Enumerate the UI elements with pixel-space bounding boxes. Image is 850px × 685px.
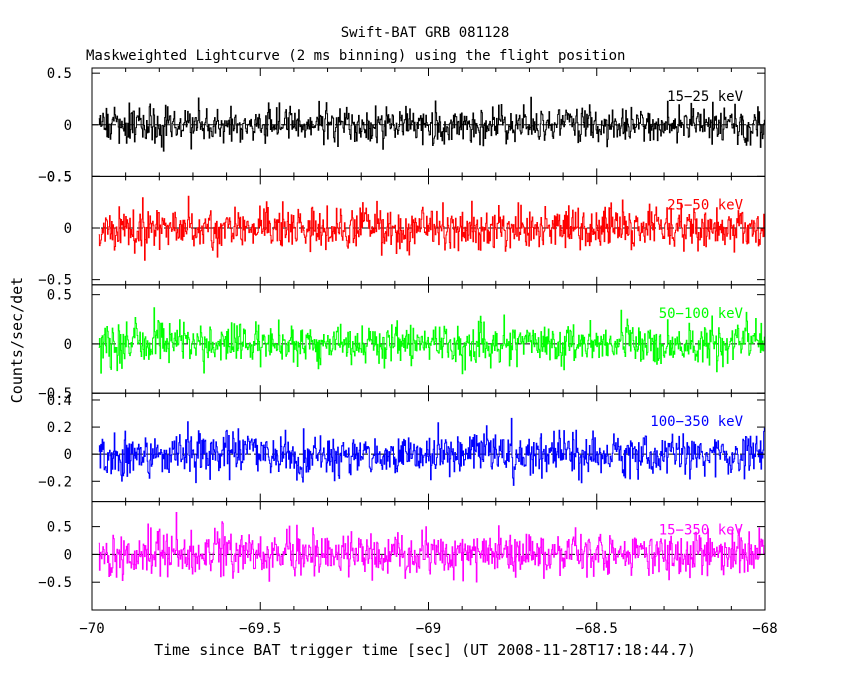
y-tick-label: −0.5 [38, 575, 72, 591]
band-label: 100−350 keV [650, 414, 743, 430]
band-label: 25−50 keV [667, 197, 743, 213]
y-tick-label: 0 [64, 547, 72, 563]
y-tick-label: 0 [64, 337, 72, 353]
chart-title: Swift-BAT GRB 081128 [341, 25, 510, 41]
band-label: 15−350 keV [659, 523, 744, 539]
y-tick-label: −0.2 [38, 474, 72, 490]
series-line-100-350-kev [98, 417, 765, 486]
y-tick-label: −0.5 [38, 386, 72, 402]
panel-15-25-kev: −0.5 0 0.5 15−25 keV [38, 66, 766, 185]
y-tick-label: −0.5 [38, 273, 72, 289]
panel-15-350-kev: −0.5 0 0.5 15−350 keV [38, 501, 766, 611]
panel-50-100-kev: −0.5 0 0.5 50−100 keV [38, 284, 766, 402]
y-tick-label: 0 [64, 118, 72, 134]
x-tick-label: −68 [752, 621, 777, 637]
panels-group: −0.5 0 0.5 15−25 keV −0.5 0 0.5 25−50 keV −0.5 0 0… [38, 66, 777, 637]
x-axis-label: Time since BAT trigger time [sec] (UT 20… [154, 641, 696, 659]
x-tick-label: −69.5 [239, 621, 281, 637]
y-tick-label: 0.5 [47, 288, 72, 304]
y-tick-label: 0 [64, 447, 72, 463]
band-label: 15−25 keV [667, 89, 743, 105]
series-line-15-25-kev [98, 96, 765, 152]
y-tick-label: −0.5 [38, 169, 72, 185]
y-tick-label: 0.5 [47, 66, 72, 82]
panel-frame [91, 392, 766, 503]
y-axis-label: Counts/sec/det [8, 277, 26, 403]
band-label: 50−100 keV [659, 306, 744, 322]
panel-100-350-kev: −0.2 0 0.2 0.4 100−350 keV [38, 392, 766, 503]
panel-25-50-kev: −0.5 0 0.5 25−50 keV [38, 169, 766, 289]
series-line-50-100-kev [98, 307, 765, 375]
series-line-25-50-kev [98, 195, 765, 261]
y-tick-label: 0.2 [47, 420, 72, 436]
y-tick-label: 0 [64, 221, 72, 237]
x-tick-label: −69 [416, 621, 441, 637]
y-tick-label: 0.5 [47, 520, 72, 536]
x-tick-label: −68.5 [576, 621, 618, 637]
chart-subtitle: Maskweighted Lightcurve (2 ms binning) u… [86, 48, 625, 64]
y-tick-label: 0.5 [47, 169, 72, 185]
x-tick-label: −70 [79, 621, 104, 637]
series-line-15-350-kev [98, 512, 765, 583]
y-tick-label: 0.4 [47, 393, 72, 409]
